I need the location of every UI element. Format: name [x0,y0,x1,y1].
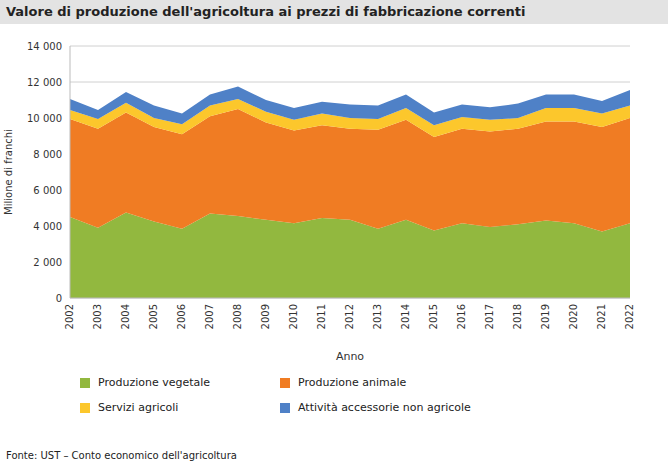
svg-text:Milione di franchi: Milione di franchi [8,129,14,215]
svg-text:Anno: Anno [336,350,364,363]
svg-text:0: 0 [56,293,62,304]
html-text:Attività accessorie non agrico: Attività accessorie non agricole [298,401,471,414]
svg-text:2014: 2014 [400,304,411,329]
svg-text:10 000: 10 000 [27,113,62,124]
svg-text:2015: 2015 [428,304,439,329]
svg-text:2016: 2016 [456,304,467,329]
html-text:Produzione animale: Produzione animale [298,376,407,389]
svg-text:2008: 2008 [232,304,243,329]
svg-text:2 000: 2 000 [33,257,62,268]
html-text:Valore di produzione dell'agri: Valore di produzione dell'agricoltura ai… [6,4,526,19]
svg-text:2017: 2017 [484,304,495,329]
svg-text:4 000: 4 000 [33,221,62,232]
svg-text:2022: 2022 [624,304,635,329]
svg-text:2002: 2002 [64,304,75,329]
svg-text:8 000: 8 000 [33,149,62,160]
svg-text:14 000: 14 000 [27,41,62,52]
svg-text:2011: 2011 [316,304,327,329]
svg-text:2009: 2009 [260,304,271,329]
svg-text:2003: 2003 [92,304,103,329]
html-text:Fonte: UST – Conto economico d: Fonte: UST – Conto economico dell'agrico… [6,450,237,461]
svg-text:2007: 2007 [204,304,215,329]
svg-text:2013: 2013 [372,304,383,329]
svg-text:2010: 2010 [288,304,299,329]
svg-text:2018: 2018 [512,304,523,329]
svg-text:2004: 2004 [120,304,131,329]
svg-text:2006: 2006 [176,304,187,329]
svg-text:2005: 2005 [148,304,159,329]
svg-text:2020: 2020 [568,304,579,329]
svg-text:2012: 2012 [344,304,355,329]
svg-text:6 000: 6 000 [33,185,62,196]
svg-text:12 000: 12 000 [27,77,62,88]
svg-text:2021: 2021 [596,304,607,329]
svg-text:2019: 2019 [540,304,551,329]
html-text:Produzione vegetale: Produzione vegetale [98,376,211,389]
html-text:Servizi agricoli: Servizi agricoli [98,401,179,414]
